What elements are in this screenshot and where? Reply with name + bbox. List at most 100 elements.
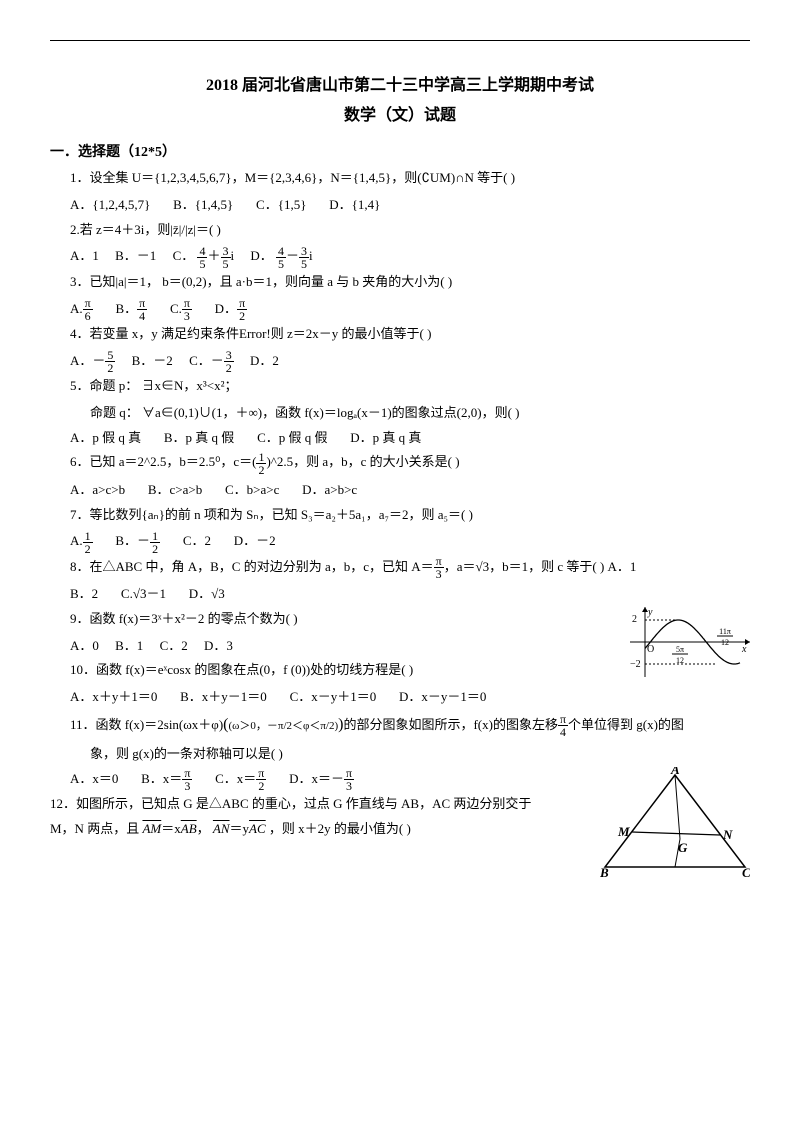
q3-D-d: 2 xyxy=(237,310,247,322)
svg-text:2: 2 xyxy=(632,614,637,625)
svg-text:x: x xyxy=(741,644,747,655)
svg-text:B: B xyxy=(600,865,609,877)
q8-stem-pre: 8．在△ABC 中，角 A，B，C 的对边分别为 a，b，c，已知 A＝ xyxy=(70,559,434,574)
q4-D: D．2 xyxy=(250,353,279,368)
q11-D-d: 3 xyxy=(344,780,354,792)
q4-stem: 4．若变量 x，y 满足约束条件Error!则 z＝2x－y 的最小值等于( ) xyxy=(70,322,750,347)
q7-options: A.12 B．－12 C．2 D．－2 xyxy=(70,529,750,555)
q2-D-d1: 5 xyxy=(276,258,286,270)
q6-options: A．a>c>b B．c>a>b C．b>a>c D．a>b>c xyxy=(70,478,750,503)
q6-stem-pre: 6．已知 a＝2^2.5，b＝2.5⁰，c＝ xyxy=(70,454,252,469)
q9-D: D．3 xyxy=(204,638,233,653)
svg-text:G: G xyxy=(678,840,688,855)
q11-B-d: 3 xyxy=(182,780,192,792)
q7-B-pre: B．－ xyxy=(115,533,150,548)
q4-B: B．－2 xyxy=(132,353,173,368)
q6-stem-d: 2 xyxy=(256,464,266,476)
q1-D: D．{1,4} xyxy=(329,197,380,212)
q8-options: B．2 C.√3－1 D．√3 xyxy=(70,582,750,607)
q7-B-n: 1 xyxy=(150,530,160,543)
q6-C: C．b>a>c xyxy=(225,482,279,497)
q2-D-mid: － xyxy=(286,248,299,263)
q11-paren: (ω＞0，－π/2＜φ＜π/2) xyxy=(228,720,338,732)
q1-A: A．{1,2,4,5,7} xyxy=(70,197,150,212)
q2-C-n2: 3 xyxy=(221,245,231,258)
q11-B-pre: B．x＝ xyxy=(141,771,182,786)
svg-text:11π: 11π xyxy=(719,627,731,636)
q11-stem-suf: 个单位得到 g(x)的图 xyxy=(568,717,684,732)
q7-A-pre: A. xyxy=(70,533,83,548)
q4-A-d: 2 xyxy=(105,362,115,374)
q10-D: D．x－y－1＝0 xyxy=(399,689,486,704)
q11-line2: 象，则 g(x)的一条对称轴可以是( ) xyxy=(90,742,750,767)
top-rule xyxy=(50,40,750,41)
page-title: 2018 届河北省唐山市第二十三中学高三上学期期中考试 xyxy=(50,71,750,101)
q2-B: B．－1 xyxy=(115,248,156,263)
q2-options: A．1 B．－1 C． 45＋35i D． 45－35i xyxy=(70,244,750,270)
q2-C-n1: 4 xyxy=(197,245,207,258)
q7-A-n: 1 xyxy=(83,530,93,543)
q3-stem: 3．已知|a|＝1， b＝(0,2)，且 a·b＝1，则向量 a 与 b 夹角的… xyxy=(70,270,750,295)
q5-stem2: 命题 q： ∀a∈(0,1)∪(1，＋∞)，函数 f(x)＝logₐ(x－1)的… xyxy=(90,401,750,426)
svg-text:A: A xyxy=(670,767,680,777)
q9-A: A．0 xyxy=(70,638,99,653)
q2-stem: 2.若 z＝4＋3i，则|z̄|/|z|＝( ) xyxy=(70,218,750,243)
q3-B-pre: B． xyxy=(115,301,137,316)
q1-stem: 1．设全集 U＝{1,2,3,4,5,6,7}，M＝{2,3,4,6}，N＝{1… xyxy=(70,166,750,191)
q8-D: D．√3 xyxy=(189,586,225,601)
q11-stem-mid: 的部分图象如图所示，f(x)的图象左移 xyxy=(343,717,558,732)
q7-C: C．2 xyxy=(183,533,211,548)
q11-stem: 11．函数 f(x)＝2sin(ωx＋φ)((ω＞0，－π/2＜φ＜π/2))的… xyxy=(70,710,750,740)
svg-text:12: 12 xyxy=(676,656,684,665)
q6-B: B．c>a>b xyxy=(148,482,202,497)
vec-ac: AC xyxy=(249,821,266,836)
q6-stem-suf: ^2.5，则 a，b，c 的大小关系是( ) xyxy=(271,454,460,469)
q1-options: A．{1,2,4,5,7} B．{1,4,5} C．{1,5} D．{1,4} xyxy=(70,193,750,218)
q12-line2-pre: M，N 两点，且 xyxy=(50,821,139,836)
triangle-figure: ABCMNG xyxy=(600,767,750,886)
q10-B: B．x＋y－1＝0 xyxy=(180,689,267,704)
q2-D-pre: D． xyxy=(250,248,272,263)
svg-text:−2: −2 xyxy=(630,659,641,670)
svg-text:5π: 5π xyxy=(676,645,684,654)
q10-A: A．x＋y＋1＝0 xyxy=(70,689,157,704)
q2-C-pre: C． xyxy=(173,248,195,263)
q10-C: C．x－y＋1＝0 xyxy=(290,689,377,704)
svg-text:O: O xyxy=(647,644,654,655)
q4-options: A．－52 B．－2 C．－32 D．2 xyxy=(70,349,750,375)
svg-text:y: y xyxy=(647,607,653,618)
svg-text:C: C xyxy=(742,865,750,877)
q3-A-d: 6 xyxy=(83,310,93,322)
q5-C: C．p 假 q 假 xyxy=(257,430,327,445)
q2-A: A．1 xyxy=(70,248,99,263)
vec-an: AN xyxy=(213,821,230,836)
q2-C-suf: i xyxy=(231,248,235,263)
q2-D-n2: 3 xyxy=(299,245,309,258)
q7-A-d: 2 xyxy=(83,543,93,555)
q11-C-pre: C．x＝ xyxy=(215,771,256,786)
q2-D-suf: i xyxy=(309,248,313,263)
q8-stem: 8．在△ABC 中，角 A，B，C 的对边分别为 a，b，c，已知 A＝π3，a… xyxy=(70,555,750,581)
vec-ab: AB xyxy=(181,821,197,836)
q4-C-d: 2 xyxy=(224,362,234,374)
q2-C-mid: ＋ xyxy=(207,248,220,263)
section-1-heading: 一．选择题（12*5） xyxy=(50,140,750,167)
q2-C-d1: 5 xyxy=(197,258,207,270)
q5-options: A．p 假 q 真 B．p 真 q 假 C．p 假 q 假 D．p 真 q 真 xyxy=(70,426,750,451)
q3-B-d: 4 xyxy=(137,310,147,322)
sine-chart-svg: 2−2Oxy5π1211π12 xyxy=(630,607,750,677)
vec-am: AM xyxy=(142,821,161,836)
q2-D-d2: 5 xyxy=(299,258,309,270)
q11-stem-pre: 11．函数 f(x)＝2sin(ωx＋φ) xyxy=(70,717,223,732)
q3-A-pre: A. xyxy=(70,301,83,316)
q8-stem-d: 3 xyxy=(434,568,444,580)
q12-eqy: ＝y xyxy=(230,821,250,836)
q11-shift-d: 4 xyxy=(558,726,568,738)
q1-B: B．{1,4,5} xyxy=(173,197,233,212)
q5-B: B．p 真 q 假 xyxy=(164,430,234,445)
svg-text:N: N xyxy=(722,827,733,842)
page-subtitle: 数学（文）试题 xyxy=(50,101,750,131)
q8-C: C.√3－1 xyxy=(121,586,166,601)
triangle-svg: ABCMNG xyxy=(600,767,750,877)
q1-C: C．{1,5} xyxy=(256,197,306,212)
